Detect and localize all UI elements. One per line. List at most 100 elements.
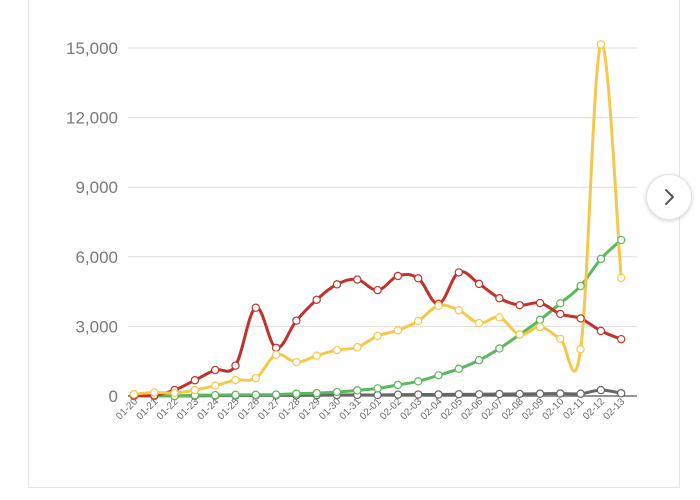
- data-point-1: [556, 309, 565, 319]
- data-point-1: [576, 314, 585, 323]
- x-tick-label: 02-13: [601, 396, 627, 422]
- x-tick-label: 01-22: [155, 396, 181, 422]
- data-point-1: [474, 279, 484, 289]
- data-point-3: [515, 389, 524, 399]
- x-tick-label: 02-10: [541, 396, 567, 422]
- data-point-1: [210, 365, 220, 375]
- x-tick-label: 02-08: [500, 396, 526, 422]
- data-point-3: [414, 390, 423, 399]
- series-points: [129, 40, 626, 401]
- x-axis-ticks: 01-2001-2101-2201-2301-2401-2501-2601-27…: [114, 396, 627, 422]
- y-tick-label: 12,000: [66, 109, 118, 128]
- data-point-3: [474, 390, 484, 399]
- data-point-3: [495, 389, 504, 399]
- data-point-0: [190, 385, 200, 395]
- data-point-1: [231, 361, 240, 370]
- x-tick-label: 02-07: [480, 396, 506, 422]
- data-point-2: [495, 344, 504, 353]
- data-point-2: [373, 384, 382, 393]
- data-point-0: [251, 373, 260, 383]
- data-point-2: [535, 315, 545, 325]
- x-tick-label: 01-27: [256, 396, 282, 422]
- data-point-0: [170, 388, 179, 398]
- x-tick-label: 01-25: [216, 396, 242, 422]
- x-tick-label: 01-29: [297, 396, 323, 422]
- data-point-1: [271, 343, 281, 353]
- data-point-1: [393, 271, 403, 281]
- data-point-0: [353, 343, 362, 352]
- x-tick-label: 01-31: [338, 396, 364, 422]
- data-point-3: [454, 390, 463, 399]
- series-lines: [132, 42, 623, 398]
- data-point-3: [393, 390, 403, 399]
- data-point-1: [353, 275, 362, 284]
- data-point-0: [129, 390, 139, 399]
- data-point-0: [393, 326, 403, 335]
- data-point-0: [474, 318, 484, 328]
- data-point-0: [292, 357, 301, 367]
- y-tick-label: 15,000: [66, 39, 118, 58]
- data-point-1: [495, 294, 504, 303]
- x-tick-label: 01-26: [236, 396, 262, 422]
- x-tick-label: 02-09: [520, 396, 546, 422]
- next-chart-button[interactable]: [646, 174, 692, 220]
- data-point-2: [353, 386, 362, 395]
- y-axis-ticks: 0 3,000 6,000 9,000 12,000 15,000: [66, 39, 118, 406]
- x-tick-label: 02-05: [439, 396, 465, 422]
- data-point-0: [454, 306, 463, 315]
- x-tick-label: 02-06: [459, 396, 485, 422]
- data-point-2: [332, 387, 342, 397]
- y-tick-label: 6,000: [75, 248, 118, 267]
- data-point-1: [251, 303, 260, 312]
- data-point-1: [617, 334, 626, 344]
- y-tick-label: 0: [109, 387, 118, 406]
- x-tick-label: 02-12: [581, 396, 607, 422]
- x-tick-label: 02-03: [398, 396, 424, 422]
- data-point-1: [312, 295, 321, 304]
- data-point-0: [150, 388, 159, 397]
- x-tick-label: 01-28: [277, 396, 303, 422]
- data-point-0: [210, 381, 220, 390]
- data-point-2: [414, 377, 423, 386]
- data-point-2: [454, 364, 463, 374]
- data-point-0: [515, 330, 524, 339]
- data-point-2: [617, 235, 626, 245]
- series-line-0: [132, 42, 623, 396]
- data-point-2: [231, 390, 240, 400]
- data-point-0: [495, 313, 504, 322]
- data-point-3: [535, 389, 545, 398]
- data-point-2: [474, 356, 484, 365]
- data-point-3: [617, 388, 626, 398]
- data-point-1: [414, 274, 423, 283]
- x-tick-label: 01-21: [135, 396, 161, 422]
- data-point-1: [535, 298, 545, 308]
- data-point-2: [556, 299, 565, 308]
- data-point-0: [617, 273, 626, 283]
- chevron-right-icon: [665, 189, 674, 205]
- data-point-0: [271, 350, 281, 360]
- x-tick-label: 01-20: [114, 396, 140, 422]
- data-point-1: [190, 376, 200, 385]
- data-point-2: [271, 390, 281, 399]
- data-point-3: [434, 390, 443, 399]
- data-point-1: [332, 280, 342, 289]
- y-tick-label: 3,000: [75, 317, 118, 336]
- data-point-2: [434, 371, 443, 380]
- data-point-0: [312, 351, 321, 360]
- grid-lines: [128, 47, 637, 397]
- data-point-2: [596, 254, 606, 264]
- x-tick-label: 02-02: [378, 396, 404, 422]
- x-tick-label: 01-23: [175, 396, 201, 422]
- data-point-0: [535, 322, 545, 332]
- data-point-0: [596, 40, 606, 49]
- data-point-0: [414, 316, 423, 326]
- data-point-0: [231, 375, 240, 385]
- x-tick-label: 01-24: [195, 396, 221, 422]
- data-point-2: [292, 389, 301, 398]
- data-point-1: [515, 300, 524, 310]
- data-point-2: [210, 390, 220, 400]
- x-tick-label: 01-30: [317, 396, 343, 422]
- data-point-3: [556, 389, 565, 398]
- chart-card: [28, 0, 680, 488]
